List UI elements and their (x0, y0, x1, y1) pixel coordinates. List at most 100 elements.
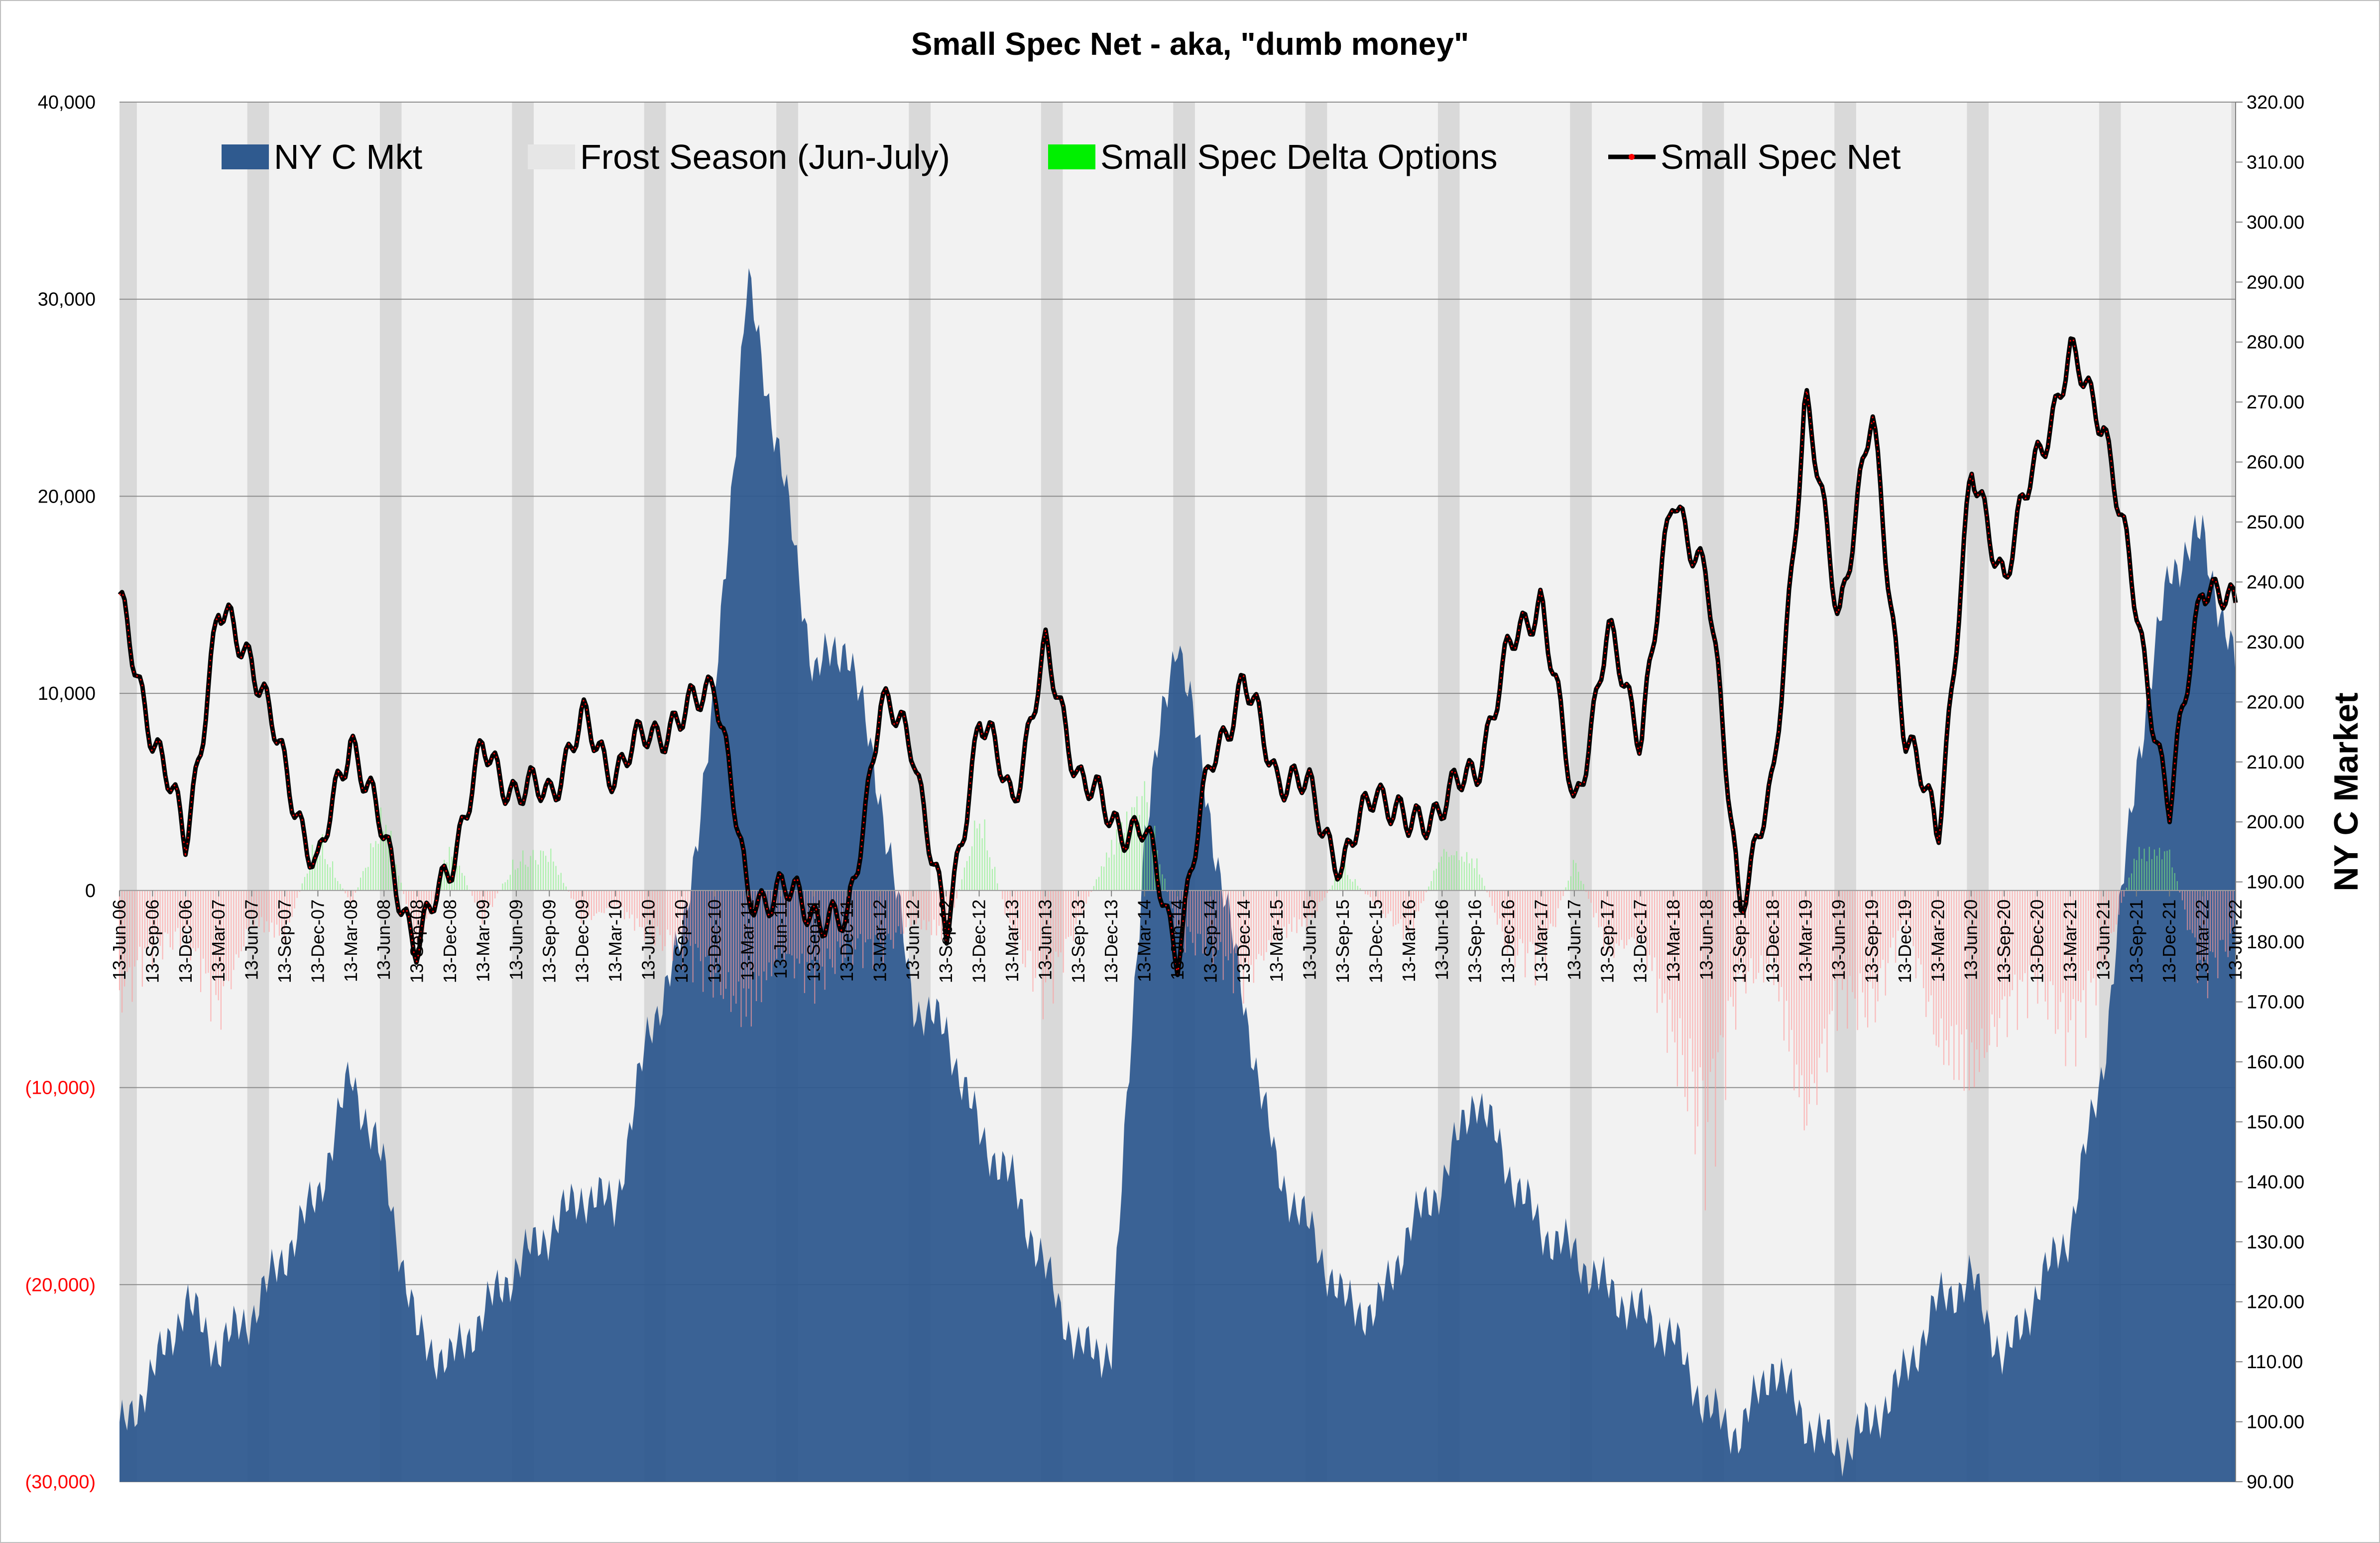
legend: NY C Mkt Frost Season (Jun-July) Small Spe… (222, 137, 1901, 176)
x-tick-label: 13-Mar-08 (341, 900, 361, 982)
left-tick-label: 40,000 (38, 92, 96, 113)
right-tick-label: 200.00 (2247, 812, 2304, 833)
right-tick-label: 190.00 (2247, 872, 2304, 893)
x-tick-label: 13-Dec-20 (2027, 900, 2047, 983)
x-tick-label: 13-Jun-11 (770, 900, 791, 979)
right-tick-label: 280.00 (2247, 332, 2304, 353)
x-tick-label: 13-Dec-13 (1101, 900, 1121, 983)
ny-c-mkt-area (119, 268, 2236, 1482)
right-tick-label: 290.00 (2247, 272, 2304, 293)
x-tick-label: 13-Jun-09 (506, 900, 526, 980)
right-tick-label: 140.00 (2247, 1172, 2304, 1193)
x-tick-label: 13-Dec-08 (440, 900, 460, 983)
right-tick-label: 260.00 (2247, 452, 2304, 473)
x-tick-label: 13-Mar-14 (1134, 900, 1155, 982)
right-axis-label: NY C Market (2327, 692, 2365, 891)
right-tick-label: 130.00 (2247, 1232, 2304, 1253)
right-tick-label: 160.00 (2247, 1052, 2304, 1073)
chart-title: Small Spec Net - aka, "dumb money" (911, 26, 1469, 62)
frost-band (1967, 102, 1989, 1482)
right-tick-label: 240.00 (2247, 572, 2304, 593)
frost-band (1834, 102, 1856, 1482)
x-tick-label: 13-Sep-13 (1068, 900, 1088, 983)
x-tick-label: 13-Dec-18 (1762, 900, 1783, 983)
x-tick-label: 13-Dec-06 (175, 900, 196, 983)
right-tick-label: 170.00 (2247, 992, 2304, 1013)
x-tick-label: 13-Sep-12 (936, 900, 956, 983)
legend-swatch (528, 144, 575, 169)
small-spec-net-markers (119, 338, 2237, 976)
right-tick-label: 270.00 (2247, 392, 2304, 413)
right-tick-label: 250.00 (2247, 512, 2304, 533)
left-axis-ticks: 40,000 30,000 20,000 10,000 0 (10,000) (20,000… (25, 92, 96, 1493)
legend-label: NY C Mkt (274, 137, 422, 176)
right-tick-label: 90.00 (2247, 1472, 2294, 1493)
x-tick-label: 13-Jun-14 (1167, 900, 1188, 980)
right-tick-label: 120.00 (2247, 1292, 2304, 1313)
x-tick-label: 13-Jun-15 (1300, 900, 1320, 980)
left-tick-label: (30,000) (25, 1472, 96, 1493)
x-tick-label: 13-Mar-17 (1531, 900, 1551, 982)
x-tick-label: 13-Sep-21 (2126, 900, 2146, 983)
frost-band (1041, 102, 1063, 1482)
left-tick-label: (10,000) (25, 1078, 96, 1099)
x-tick-label: 13-Jun-13 (1035, 900, 1055, 980)
right-tick-label: 210.00 (2247, 752, 2304, 773)
x-tick-label: 13-Jun-18 (1696, 900, 1717, 980)
left-tick-label: 0 (85, 881, 96, 901)
legend-label: Small Spec Net (1661, 137, 1901, 176)
right-tick-label: 230.00 (2247, 632, 2304, 653)
legend-swatch (222, 144, 269, 169)
left-tick-label: 30,000 (38, 289, 96, 310)
x-tick-label: 13-Sep-06 (142, 900, 162, 983)
x-tick-label: 13-Jun-21 (2093, 900, 2113, 980)
x-tick-label: 13-Mar-22 (2192, 900, 2213, 982)
right-tick-label: 150.00 (2247, 1112, 2304, 1133)
x-tick-label: 13-Dec-16 (1498, 900, 1518, 983)
x-tick-label: 13-Mar-11 (737, 900, 758, 981)
x-tick-label: 13-Dec-09 (572, 900, 593, 983)
x-tick-label: 13-Jun-06 (109, 900, 129, 980)
frost-band (247, 102, 269, 1482)
x-tick-label: 13-Sep-19 (1862, 900, 1882, 983)
x-tick-label: 13-Jun-16 (1431, 900, 1452, 980)
x-tick-label: 13-Jun-22 (2225, 900, 2246, 980)
x-tick-label: 13-Jun-07 (241, 900, 262, 980)
x-tick-label: 13-Mar-19 (1795, 900, 1816, 982)
frost-band (119, 102, 137, 1482)
x-tick-label: 13-Mar-09 (473, 900, 493, 982)
right-tick-label: 110.00 (2247, 1352, 2303, 1373)
right-tick-label: 100.00 (2247, 1412, 2304, 1433)
x-tick-label: 13-Sep-08 (407, 900, 427, 983)
x-tick-label: 13-Dec-14 (1233, 900, 1254, 983)
right-tick-label: 220.00 (2247, 692, 2304, 713)
x-tick-label: 13-Dec-07 (307, 900, 328, 983)
x-tick-label: 13-Dec-10 (704, 900, 724, 983)
legend-swatch-marker (1629, 154, 1635, 160)
x-tick-label: 13-Sep-16 (1465, 900, 1485, 983)
left-tick-label: (20,000) (25, 1275, 96, 1295)
x-tick-label: 13-Dec-19 (1895, 900, 1915, 983)
x-tick-label: 13-Mar-18 (1663, 900, 1683, 982)
x-tick-label: 13-Sep-18 (1729, 900, 1750, 983)
x-tick-label: 13-Sep-07 (274, 900, 295, 983)
right-tick-label: 300.00 (2247, 212, 2304, 233)
frost-band (1702, 102, 1724, 1482)
right-tick-label: 180.00 (2247, 932, 2304, 953)
legend-swatch (1048, 144, 1095, 169)
x-tick-label: 13-Sep-17 (1597, 900, 1617, 983)
x-tick-label: 13-Dec-17 (1630, 900, 1651, 983)
right-tick-label: 320.00 (2247, 92, 2304, 113)
left-tick-label: 10,000 (38, 683, 96, 704)
x-tick-label: 13-Dec-21 (2159, 900, 2179, 983)
x-tick-label: 13-Sep-10 (671, 900, 692, 983)
ny-c-mkt-series (119, 268, 2236, 1482)
x-tick-label: 13-Jun-20 (1961, 900, 1981, 980)
x-tick-label: 13-Mar-07 (208, 900, 229, 982)
x-tick-label: 13-Mar-13 (1002, 900, 1022, 982)
x-tick-label: 13-Mar-15 (1266, 900, 1287, 982)
small-spec-net-line (118, 336, 2238, 977)
x-axis-ticks: 13-Jun-06 13-Sep-06 13-Dec-06 13-Mar-07 13-J… (109, 890, 2246, 983)
